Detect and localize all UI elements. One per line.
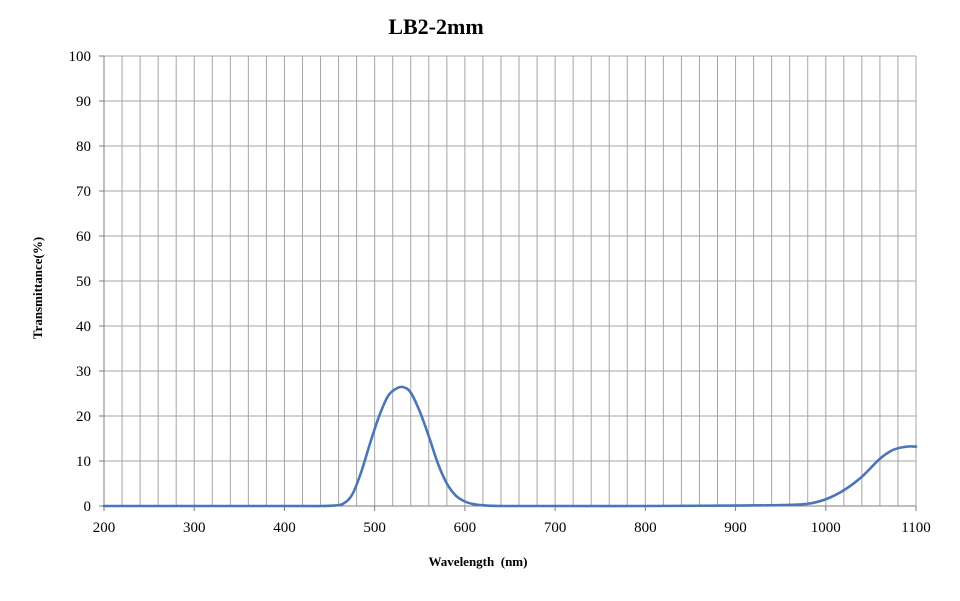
y-tick-label: 10	[76, 454, 91, 470]
grid	[104, 55, 917, 506]
x-tick-label: 300	[183, 520, 206, 536]
y-tick-label: 80	[76, 139, 91, 155]
y-tick-label: 20	[76, 409, 91, 425]
y-tick-label: 70	[76, 184, 91, 200]
tick-labels: 200 300 400 500 600 700 800 900 1000 1100 0 10 20 30 4…	[69, 49, 931, 536]
x-tick-label: 1000	[811, 520, 841, 536]
x-tick-label: 800	[634, 520, 657, 536]
y-tick-label: 30	[76, 364, 91, 380]
y-tick-label: 100	[69, 49, 92, 65]
x-tick-label: 200	[93, 520, 116, 536]
y-tick-label: 0	[84, 499, 92, 515]
y-tick-label: 50	[76, 274, 91, 290]
x-tick-label: 500	[363, 520, 386, 536]
x-tick-label: 700	[544, 520, 567, 536]
x-tick-label: 900	[724, 520, 747, 536]
transmittance-curve	[102, 385, 918, 508]
y-tick-label: 90	[76, 94, 91, 110]
chart-title: LB2-2mm	[388, 14, 483, 39]
series-layer	[102, 385, 918, 508]
axes	[99, 55, 917, 511]
x-tick-label: 1100	[901, 520, 930, 536]
x-tick-label: 400	[273, 520, 296, 536]
x-tick-label: 600	[454, 520, 477, 536]
y-axis-label: Transmittance(%)	[30, 237, 45, 339]
y-tick-label: 40	[76, 319, 91, 335]
y-tick-label: 60	[76, 229, 91, 245]
x-axis-label: Wavelength (nm)	[429, 554, 528, 569]
